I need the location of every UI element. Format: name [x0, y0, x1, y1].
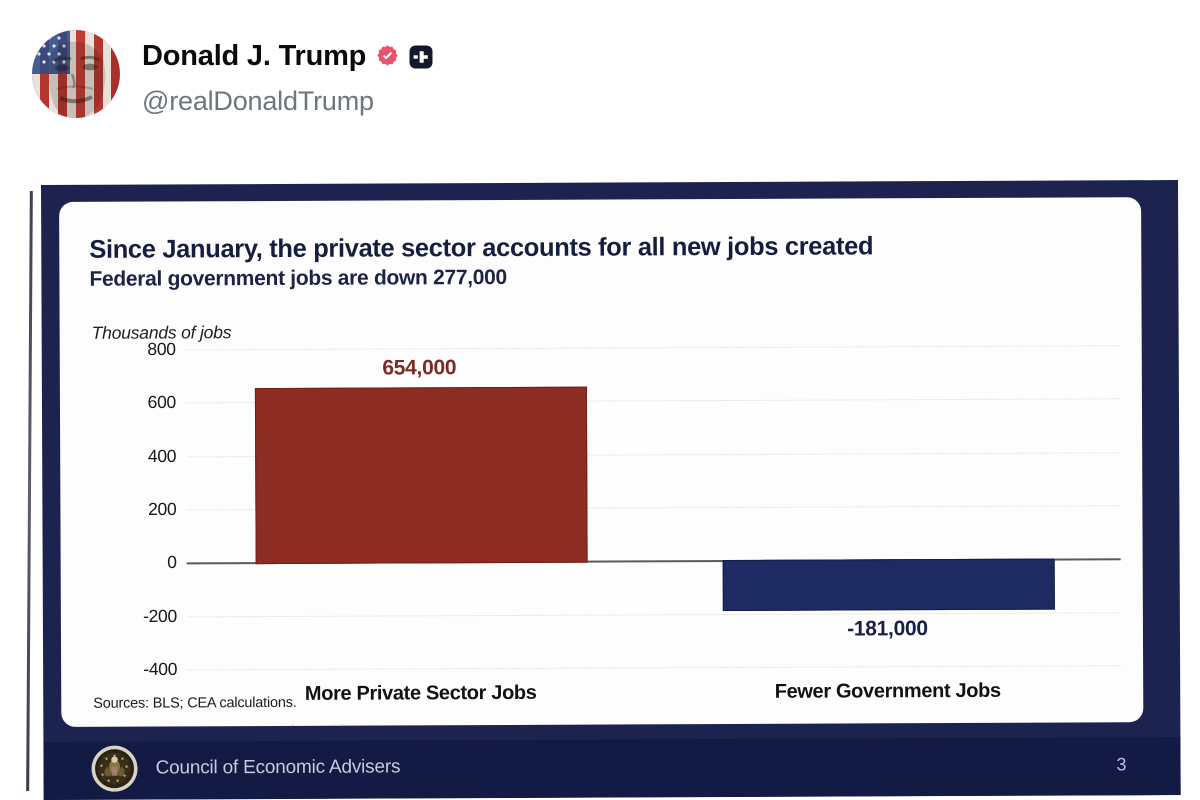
plus-square-icon[interactable]	[409, 45, 433, 69]
y-axis-tick-label: 400	[147, 445, 177, 466]
slide-title: Since January, the private sector accoun…	[89, 232, 874, 264]
bar-chart-plot: 800 600 400 200 0 -200 -400 654,000 More Privat…	[90, 339, 1122, 705]
background-ghost-text: Last Year	[289, 721, 370, 727]
y-axis-tick-label: 600	[147, 392, 176, 413]
y-axis-tick-label: -400	[143, 658, 178, 680]
slide-content-panel: Since January, the private sector accoun…	[59, 197, 1144, 727]
page-number: 3	[1116, 754, 1127, 775]
bar-value-label-2: -181,000	[847, 616, 928, 641]
y-axis-tick-label: 200	[148, 498, 177, 520]
gridline	[187, 665, 1122, 671]
footer-organization: Council of Economic Advisers	[155, 756, 401, 779]
display-name: Donald J. Trump	[142, 40, 367, 72]
slide-subtitle: Federal government jobs are down 277,000	[89, 265, 507, 291]
y-axis-tick-label: -200	[143, 605, 177, 626]
bar-1	[254, 386, 588, 565]
us-government-seal-icon	[91, 745, 138, 792]
tweet-header: Donald J. Trump @realDonaldTrump	[0, 0, 1200, 180]
photo-edge	[26, 190, 33, 792]
y-axis-ticks: 800 600 400 200 0 -200 -400	[90, 339, 177, 679]
plot-grid-area: 654,000 More Private Sector Jobs -181,000 F…	[185, 345, 1122, 705]
avatar[interactable]	[32, 30, 120, 118]
slide-footer: Council of Economic Advisers 3	[43, 737, 1181, 800]
bar-2	[722, 558, 1055, 611]
user-handle[interactable]: @realDonaldTrump	[142, 86, 374, 116]
y-axis-tick-label: 800	[147, 338, 176, 360]
category-label-2: Fewer Government Jobs	[774, 679, 1001, 703]
slide-image[interactable]: Since January, the private sector accoun…	[26, 180, 1181, 800]
verified-check-icon	[377, 45, 398, 66]
presentation-slide: Since January, the private sector accoun…	[41, 180, 1181, 800]
source-note: Sources: BLS; CEA calculations.	[93, 694, 297, 712]
bar-value-label-1: 654,000	[382, 356, 457, 380]
profile-avatar-flag-portrait	[32, 30, 120, 118]
tweet-author-row[interactable]: Donald J. Trump	[142, 40, 433, 73]
y-axis-tick-label: 0	[167, 552, 177, 573]
gridline	[185, 345, 1120, 351]
